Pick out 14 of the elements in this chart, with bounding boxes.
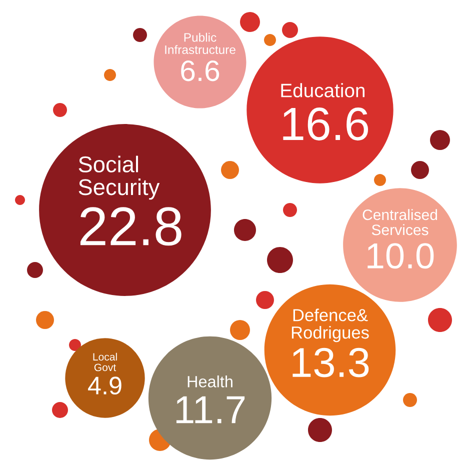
data-label: 4.9 (88, 376, 122, 395)
category-label: Social Security (78, 156, 160, 200)
category-label: Public Infrastructure (165, 32, 236, 54)
category-label: Local Govt (93, 352, 117, 372)
category-label: Defence& Rodrigues (292, 308, 369, 342)
data-label: 10.0 (368, 243, 434, 269)
category-label: Health (188, 375, 232, 388)
data-label: 11.7 (176, 396, 245, 424)
data-label: 6.6 (181, 60, 220, 82)
data-label: 16.6 (283, 108, 368, 140)
data-label: 22.8 (80, 207, 182, 246)
category-label: Education (281, 83, 364, 98)
data-label: 13.3 (292, 348, 369, 378)
category-label: Centralised Services (362, 209, 438, 236)
